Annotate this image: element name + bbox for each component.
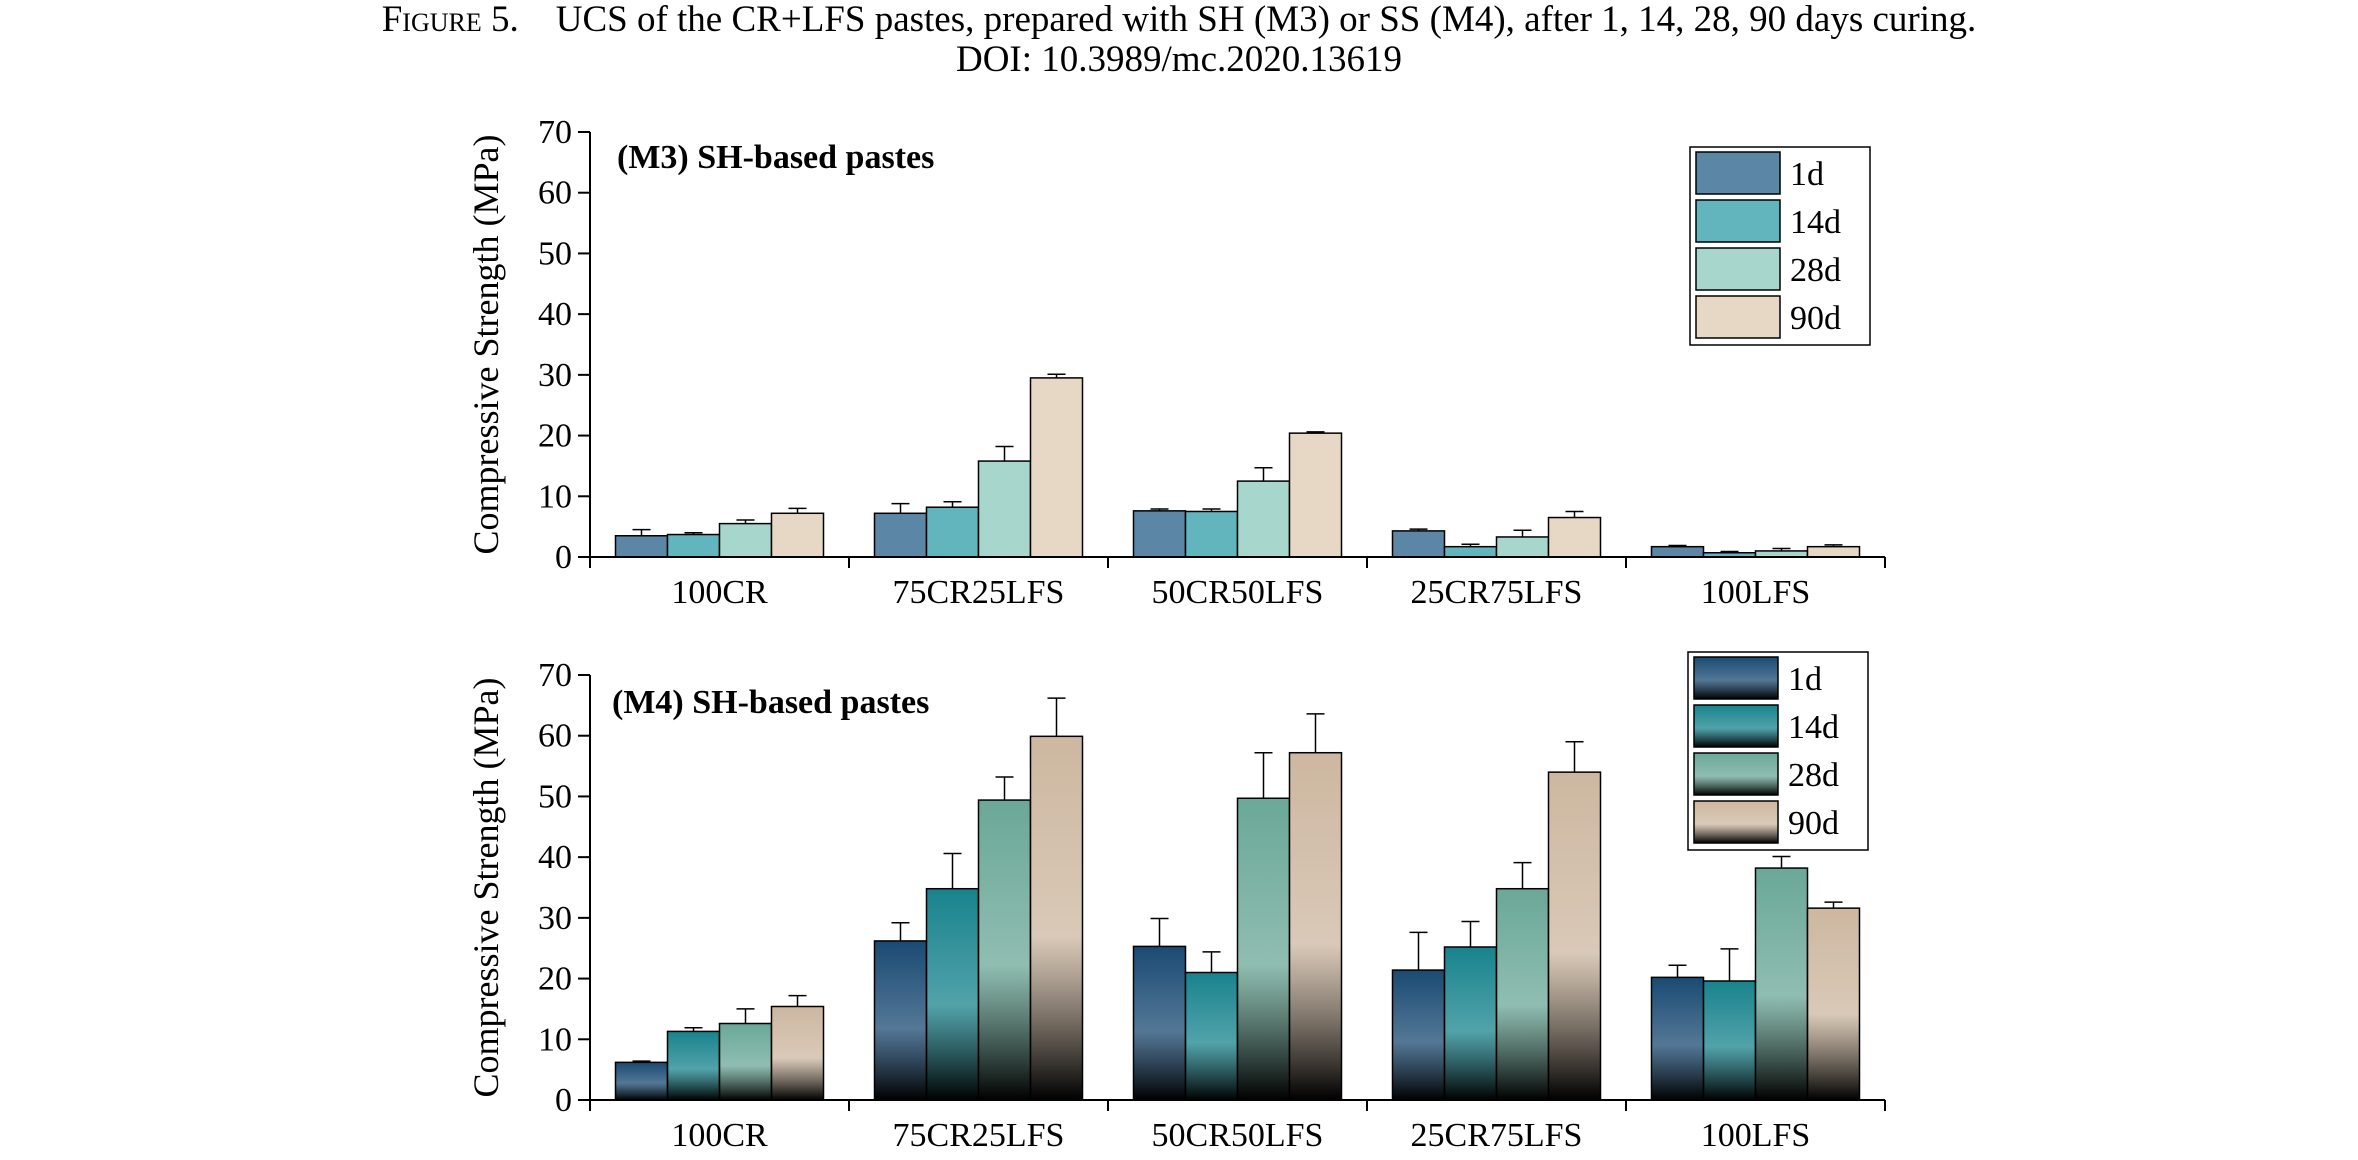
y-tick-label: 30 — [538, 900, 572, 937]
bar-75cr25lfs-14d — [925, 506, 980, 558]
caption-doi: DOI: 10.3989/mc.2020.13619 — [955, 39, 1403, 80]
legend-swatch-1d — [1695, 151, 1781, 195]
legend-label-90d: 90d — [1790, 300, 1841, 337]
legend-swatch-14d — [1695, 199, 1781, 243]
legend-label-28d: 28d — [1788, 757, 1839, 794]
y-tick-label: 20 — [538, 418, 572, 455]
category-label-100lfs: 100LFS — [1701, 1117, 1811, 1154]
panel-title: (M4) SH-based pastes — [612, 684, 929, 721]
bar-50cr50lfs-14d — [1184, 971, 1239, 1101]
bar-25cr75lfs-1d — [1391, 530, 1446, 558]
legend-swatch-14d — [1693, 704, 1779, 748]
figure-caption: Figure 5. UCS of the CR+LFS pastes, prep… — [0, 0, 2358, 80]
legend-swatch-90d — [1695, 295, 1781, 339]
bar-100lfs-14d — [1702, 980, 1757, 1101]
legend-label-1d: 1d — [1788, 661, 1822, 698]
y-tick-label: 60 — [538, 175, 572, 212]
bar-25cr75lfs-28d — [1495, 536, 1550, 558]
y-tick-label: 70 — [538, 657, 572, 694]
bar-75cr25lfs-1d — [873, 512, 928, 558]
category-label-25cr75lfs: 25CR75LFS — [1411, 574, 1583, 611]
legend-swatch-28d — [1695, 247, 1781, 291]
legend-label-14d: 14d — [1788, 709, 1839, 746]
y-tick-label: 20 — [538, 961, 572, 998]
bar-100cr-1d — [614, 535, 669, 558]
legend-swatch-90d — [1693, 800, 1779, 844]
bar-100lfs-1d — [1650, 976, 1705, 1101]
bar-100cr-14d — [666, 533, 721, 558]
bar-100cr-28d — [718, 1022, 773, 1101]
caption-text: UCS of the CR+LFS pastes, prepared with … — [555, 0, 1977, 40]
bar-25cr75lfs-14d — [1443, 946, 1498, 1101]
bar-100lfs-90d — [1806, 907, 1861, 1101]
y-tick-label: 0 — [555, 539, 572, 576]
legend-label-14d: 14d — [1790, 204, 1841, 241]
bar-75cr25lfs-1d — [873, 940, 928, 1101]
y-tick-label: 60 — [538, 718, 572, 755]
caption-lead: Figure 5. — [381, 0, 519, 40]
bar-75cr25lfs-90d — [1029, 377, 1084, 558]
category-label-75cr25lfs: 75CR25LFS — [893, 1117, 1065, 1154]
legend-label-1d: 1d — [1790, 156, 1824, 193]
bar-25cr75lfs-90d — [1547, 516, 1602, 558]
category-label-100cr: 100CR — [671, 1117, 768, 1154]
bar-25cr75lfs-14d — [1443, 545, 1498, 558]
bar-100cr-28d — [718, 522, 773, 558]
bar-100cr-90d — [770, 512, 825, 558]
bar-50cr50lfs-1d — [1132, 510, 1187, 558]
bar-25cr75lfs-1d — [1391, 969, 1446, 1101]
bar-100cr-14d — [666, 1030, 721, 1101]
legend-swatch-28d — [1693, 752, 1779, 796]
category-label-50cr50lfs: 50CR50LFS — [1152, 1117, 1324, 1154]
category-label-100lfs: 100LFS — [1701, 574, 1811, 611]
category-label-50cr50lfs: 50CR50LFS — [1152, 574, 1324, 611]
bar-75cr25lfs-28d — [977, 460, 1032, 558]
y-tick-label: 70 — [538, 114, 572, 151]
caption-line: Figure 5. UCS of the CR+LFS pastes, prep… — [0, 0, 2358, 40]
bar-50cr50lfs-28d — [1236, 797, 1291, 1101]
bar-50cr50lfs-1d — [1132, 945, 1187, 1101]
y-tick-label: 10 — [538, 1021, 572, 1058]
bar-75cr25lfs-28d — [977, 799, 1032, 1101]
chart-panel-m3: 100CR 75CR25LFS 50CR50LFS 25CR75LFS 100LFS 0 1… — [466, 114, 1886, 611]
bar-25cr75lfs-90d — [1547, 771, 1602, 1101]
y-tick-label: 10 — [538, 478, 572, 515]
y-axis-title: Compressive Strength (MPa) — [466, 678, 506, 1098]
bar-100cr-90d — [770, 1005, 825, 1101]
category-label-100cr: 100CR — [671, 574, 768, 611]
bar-50cr50lfs-14d — [1184, 510, 1239, 558]
bar-100lfs-1d — [1650, 545, 1705, 558]
bar-25cr75lfs-28d — [1495, 887, 1550, 1101]
y-tick-label: 40 — [538, 839, 572, 876]
bar-75cr25lfs-14d — [925, 887, 980, 1101]
y-axis-title: Compressive Strength (MPa) — [466, 135, 506, 555]
y-tick-label: 50 — [538, 778, 572, 815]
legend-swatch-1d — [1693, 656, 1779, 700]
panel-title: (M3) SH-based pastes — [617, 139, 934, 176]
bar-50cr50lfs-28d — [1236, 480, 1291, 558]
y-tick-label: 50 — [538, 235, 572, 272]
bar-50cr50lfs-90d — [1288, 432, 1343, 558]
bar-100cr-1d — [614, 1061, 669, 1101]
bar-50cr50lfs-90d — [1288, 751, 1343, 1101]
y-tick-label: 30 — [538, 357, 572, 394]
legend-label-90d: 90d — [1788, 805, 1839, 842]
legend-label-28d: 28d — [1790, 252, 1841, 289]
bar-75cr25lfs-90d — [1029, 735, 1084, 1101]
category-label-75cr25lfs: 75CR25LFS — [893, 574, 1065, 611]
chart-panel-m4: 100CR 75CR25LFS 50CR50LFS 25CR75LFS 100LFS 0 1… — [466, 651, 1886, 1154]
y-tick-label: 0 — [555, 1082, 572, 1119]
bar-100lfs-28d — [1754, 867, 1809, 1101]
category-label-25cr75lfs: 25CR75LFS — [1411, 1117, 1583, 1154]
y-tick-label: 40 — [538, 296, 572, 333]
bar-100lfs-90d — [1806, 545, 1861, 558]
